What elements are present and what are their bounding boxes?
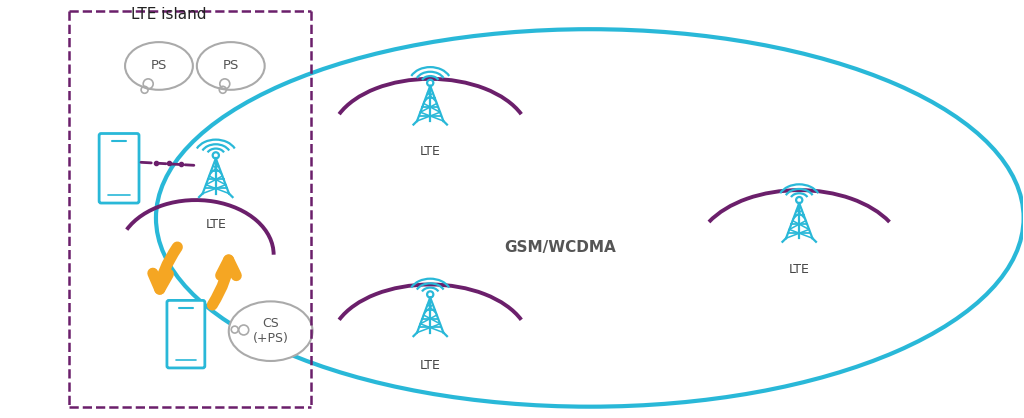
Text: PS: PS [151,59,167,72]
Text: CS
(+PS): CS (+PS) [253,317,289,345]
Ellipse shape [197,42,264,90]
Text: GSM/WCDMA: GSM/WCDMA [504,240,615,255]
FancyBboxPatch shape [167,301,205,368]
Text: LTE: LTE [206,218,226,231]
Text: LTE: LTE [420,145,440,158]
Text: LTE: LTE [420,359,440,372]
Text: PS: PS [222,59,239,72]
Text: LTE: LTE [788,263,810,275]
Text: LTE island: LTE island [131,8,207,22]
FancyBboxPatch shape [99,133,139,203]
Ellipse shape [125,42,193,90]
Ellipse shape [228,301,312,361]
